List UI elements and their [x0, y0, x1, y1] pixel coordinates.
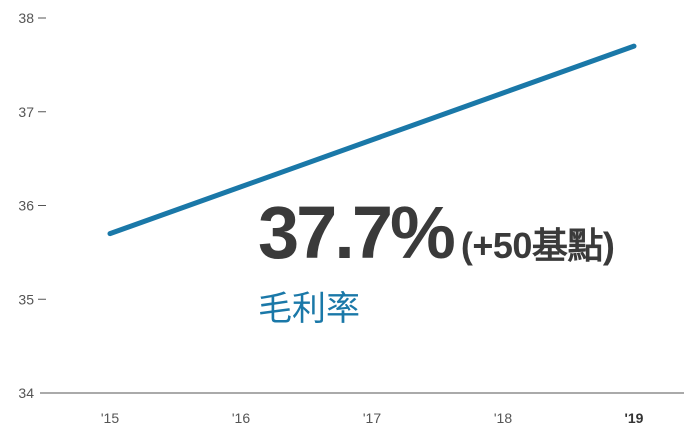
y-tick-label: 35 [18, 291, 34, 307]
x-tick-label: '19 [625, 410, 644, 426]
y-tick-label: 36 [18, 198, 34, 214]
headline-percent: 37.7% [258, 191, 456, 274]
x-axis: '15 '16 '17 '18 '19 [101, 410, 644, 426]
metric-label: 毛利率 [258, 290, 360, 328]
x-tick-label: '18 [494, 410, 512, 426]
headline-value: 37.7% (+50基點) [258, 196, 615, 270]
headline-change: (+50基點) [460, 225, 615, 266]
x-tick-label: '15 [101, 410, 119, 426]
y-tick-label: 38 [18, 10, 34, 26]
y-tick-label: 37 [18, 104, 34, 120]
y-axis: 34 35 36 37 38 [18, 10, 46, 401]
x-tick-label: '17 [363, 410, 381, 426]
y-tick-label: 34 [18, 385, 34, 401]
gross-margin-line [107, 43, 637, 237]
x-tick-label: '16 [232, 410, 250, 426]
